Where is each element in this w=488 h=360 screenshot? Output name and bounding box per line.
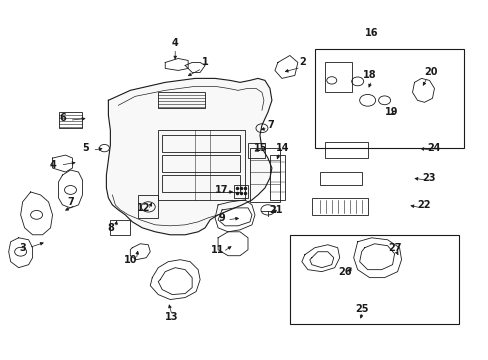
Bar <box>162 155 240 172</box>
Text: 11: 11 <box>211 245 224 255</box>
Text: 6: 6 <box>59 113 66 123</box>
Bar <box>158 92 204 108</box>
Text: 20: 20 <box>424 67 437 77</box>
Bar <box>324 62 351 92</box>
Text: 2: 2 <box>299 58 305 67</box>
Text: 23: 23 <box>422 173 435 183</box>
Text: 12: 12 <box>136 203 150 213</box>
Text: 9: 9 <box>218 213 225 223</box>
Text: 17: 17 <box>215 185 228 195</box>
Polygon shape <box>106 78 271 235</box>
Bar <box>311 198 367 215</box>
Text: 25: 25 <box>354 305 367 315</box>
Bar <box>324 142 367 158</box>
Text: 24: 24 <box>427 143 440 153</box>
Bar <box>234 185 247 198</box>
Text: 5: 5 <box>82 143 89 153</box>
Text: 27: 27 <box>387 243 401 253</box>
Text: 4: 4 <box>171 37 178 48</box>
Bar <box>158 130 244 200</box>
Text: 3: 3 <box>19 243 26 253</box>
Text: 7: 7 <box>267 120 274 130</box>
Text: 15: 15 <box>254 143 267 153</box>
Bar <box>162 135 240 152</box>
Text: 8: 8 <box>107 223 114 233</box>
Bar <box>110 220 130 235</box>
Bar <box>162 175 240 192</box>
Text: 26: 26 <box>337 267 351 276</box>
Text: 1: 1 <box>202 58 208 67</box>
Text: 19: 19 <box>384 107 398 117</box>
Bar <box>249 148 279 202</box>
Bar <box>138 195 158 218</box>
Bar <box>289 235 458 324</box>
Text: 13: 13 <box>164 312 178 323</box>
Bar <box>319 172 361 185</box>
Text: 16: 16 <box>364 28 378 37</box>
Text: 14: 14 <box>276 143 289 153</box>
Bar <box>269 155 285 200</box>
Bar <box>314 49 464 148</box>
Text: 22: 22 <box>417 200 430 210</box>
Text: 4: 4 <box>49 160 56 170</box>
Text: 7: 7 <box>67 197 74 207</box>
Bar <box>59 112 82 128</box>
Text: 18: 18 <box>362 71 376 80</box>
Text: 21: 21 <box>268 205 282 215</box>
Bar <box>247 143 264 158</box>
Text: 10: 10 <box>123 255 137 265</box>
